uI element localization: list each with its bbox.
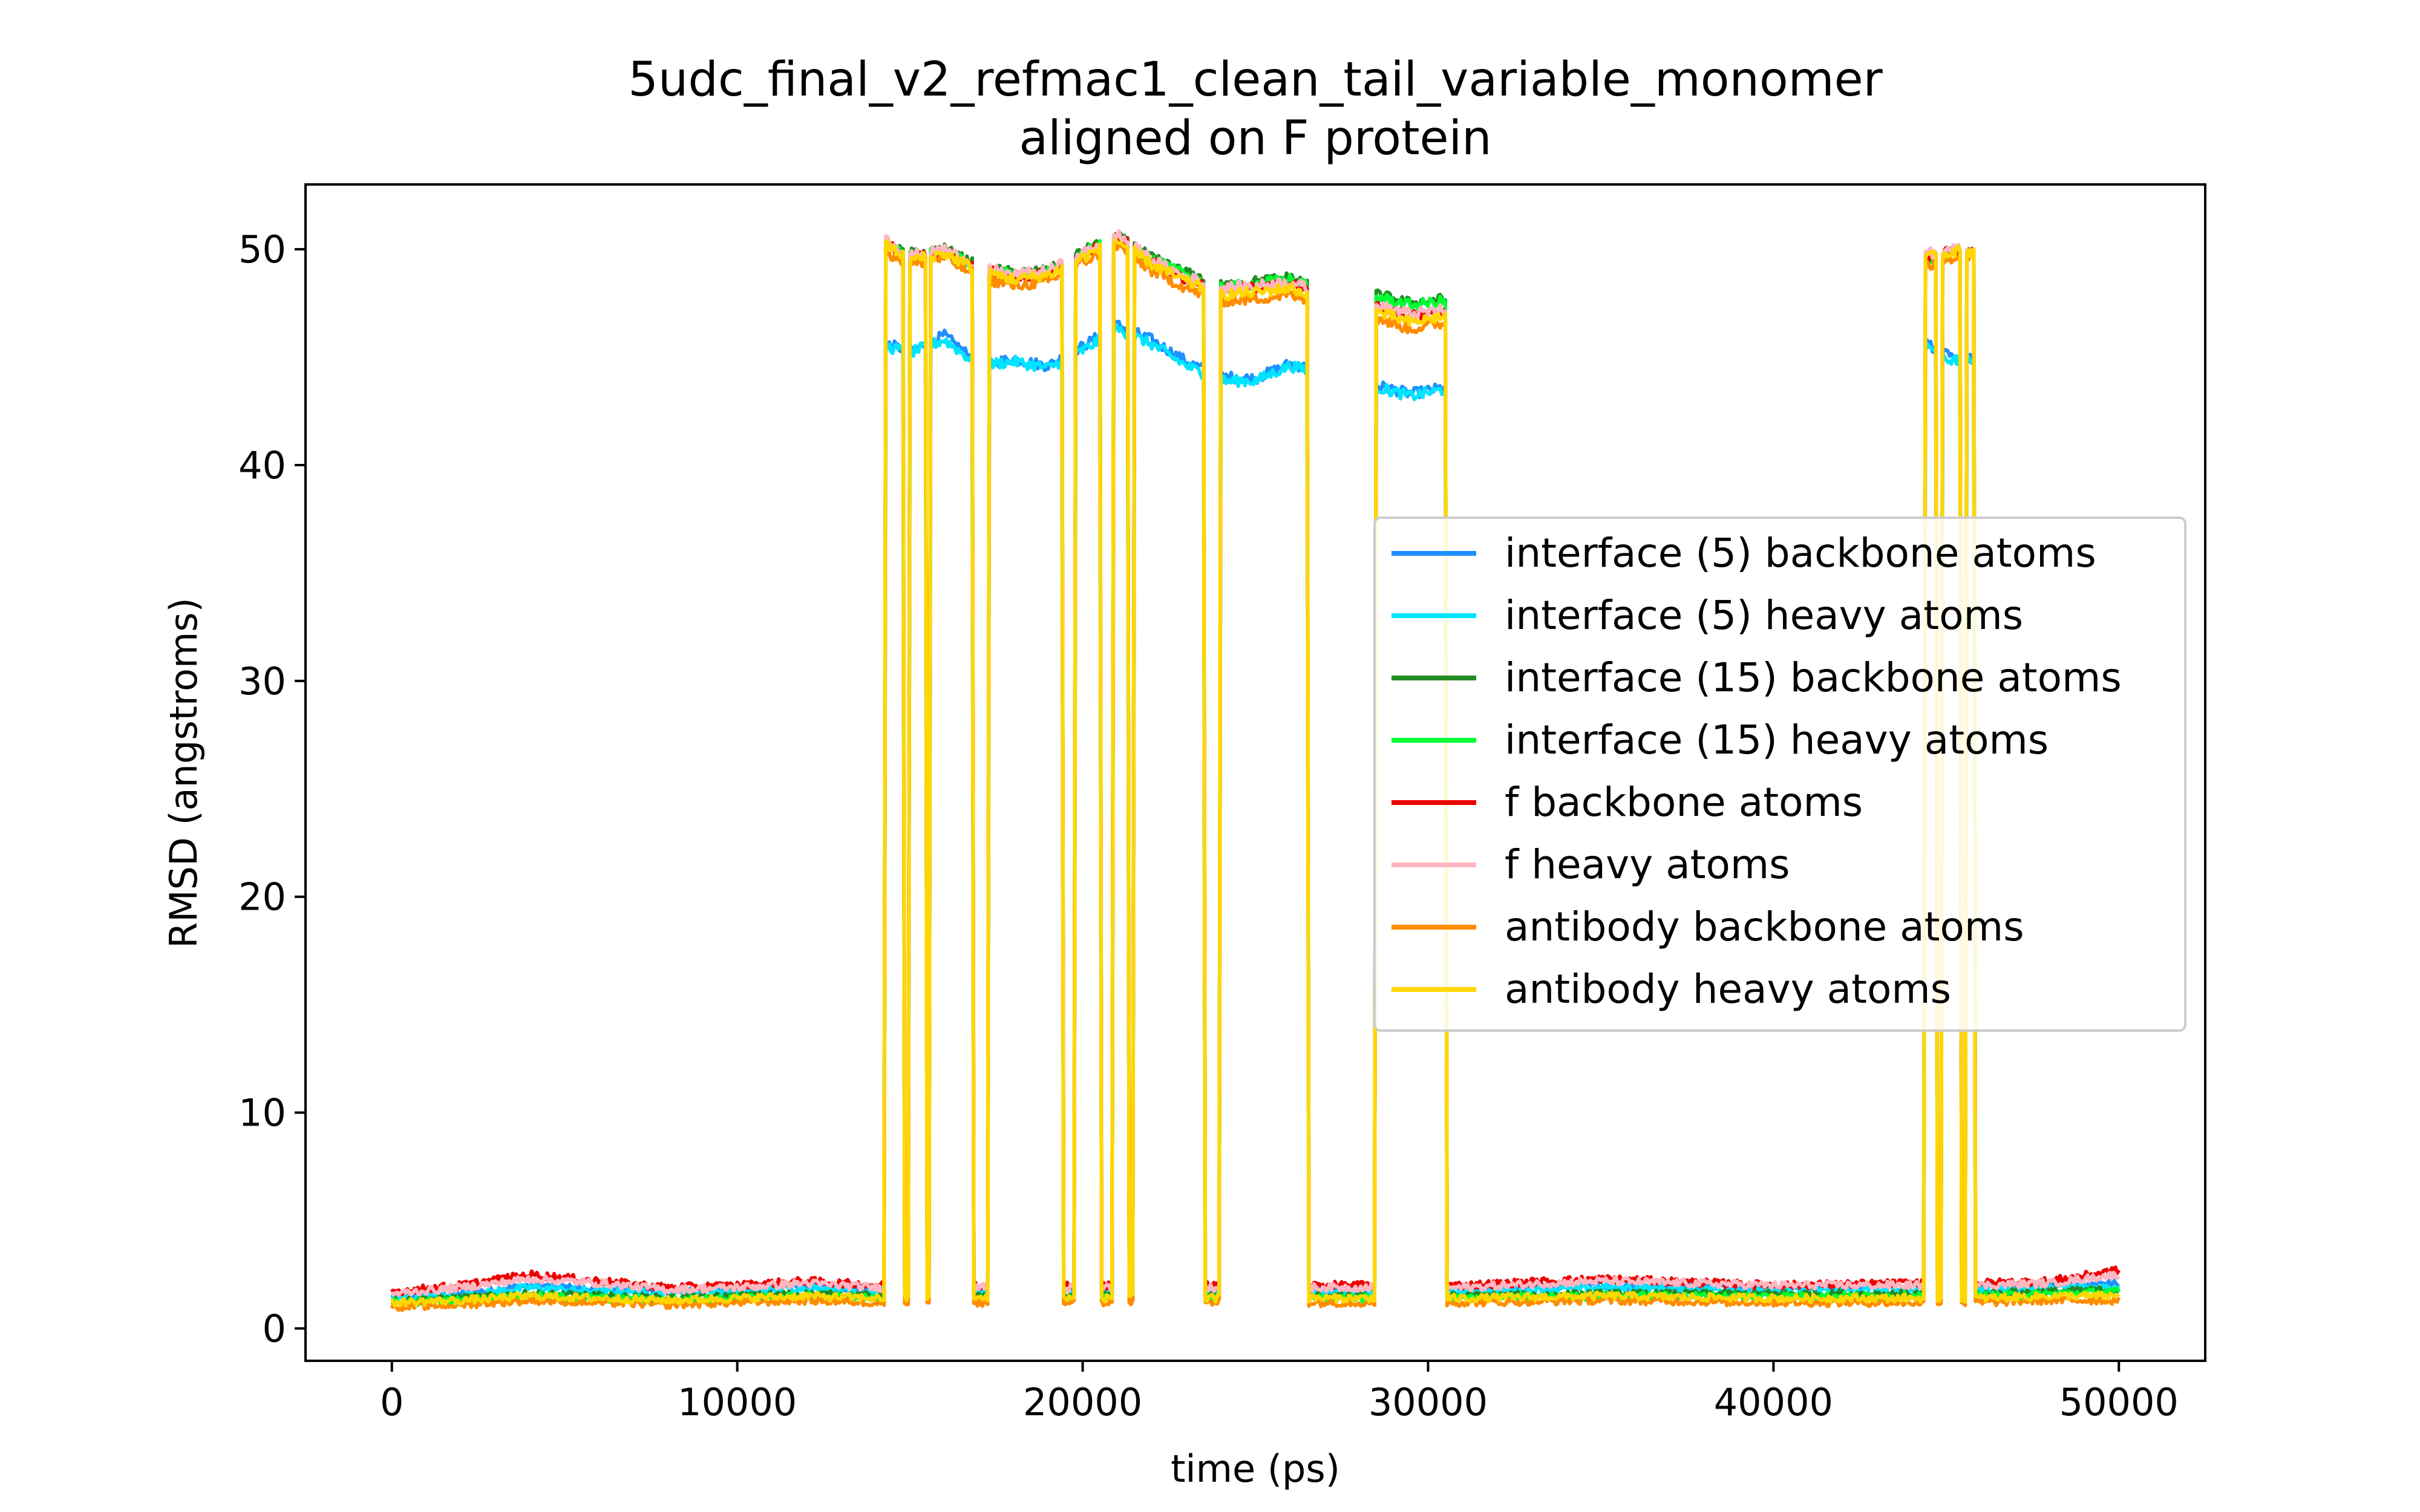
plot-frame [304, 183, 2206, 1362]
chart-title-line-2: aligned on F protein [1019, 111, 1491, 166]
legend-label: antibody heavy atoms [1505, 966, 1951, 1012]
legend-box [1373, 516, 2186, 1032]
legend-label: interface (15) heavy atoms [1505, 717, 2049, 763]
y-tick-label: 0 [263, 1306, 286, 1351]
chart-title-line-1: 5udc_final_v2_refmac1_clean_tail_variabl… [628, 53, 1883, 107]
x-tick-label: 20000 [1023, 1380, 1142, 1424]
legend-entries: interface (5) backbone atoms interface (5… [1392, 530, 2122, 1012]
y-tick-label: 40 [238, 443, 286, 487]
x-axis-label: time (ps) [1171, 1447, 1340, 1491]
x-tick-label: 40000 [1714, 1380, 1833, 1424]
x-axis: 0 10000 20000 30000 40000 50000 [380, 1361, 2179, 1424]
x-tick-label: 10000 [678, 1380, 797, 1424]
legend-label: f heavy atoms [1505, 841, 1790, 888]
legend-label: antibody backbone atoms [1505, 904, 2024, 950]
y-axis: 0 10 20 30 40 50 [238, 227, 306, 1351]
y-tick-label: 50 [238, 227, 286, 272]
y-tick-label: 30 [238, 659, 286, 703]
series-layer [390, 229, 2121, 1312]
x-tick-label: 50000 [2059, 1380, 2179, 1424]
x-tick-label: 30000 [1369, 1380, 1488, 1424]
legend-label: interface (5) backbone atoms [1505, 530, 2096, 576]
legend-label: f backbone atoms [1505, 779, 1863, 826]
legend-label: interface (15) backbone atoms [1505, 654, 2122, 701]
y-axis-label: RMSD (angstroms) [162, 598, 206, 948]
y-tick-label: 10 [238, 1091, 286, 1135]
x-tick-label: 0 [380, 1380, 404, 1424]
legend-label: interface (5) heavy atoms [1505, 592, 2023, 639]
series-line [390, 238, 2121, 1308]
legend: interface (5) backbone atoms interface (5… [1373, 516, 2186, 1032]
y-tick-label: 20 [238, 875, 286, 919]
